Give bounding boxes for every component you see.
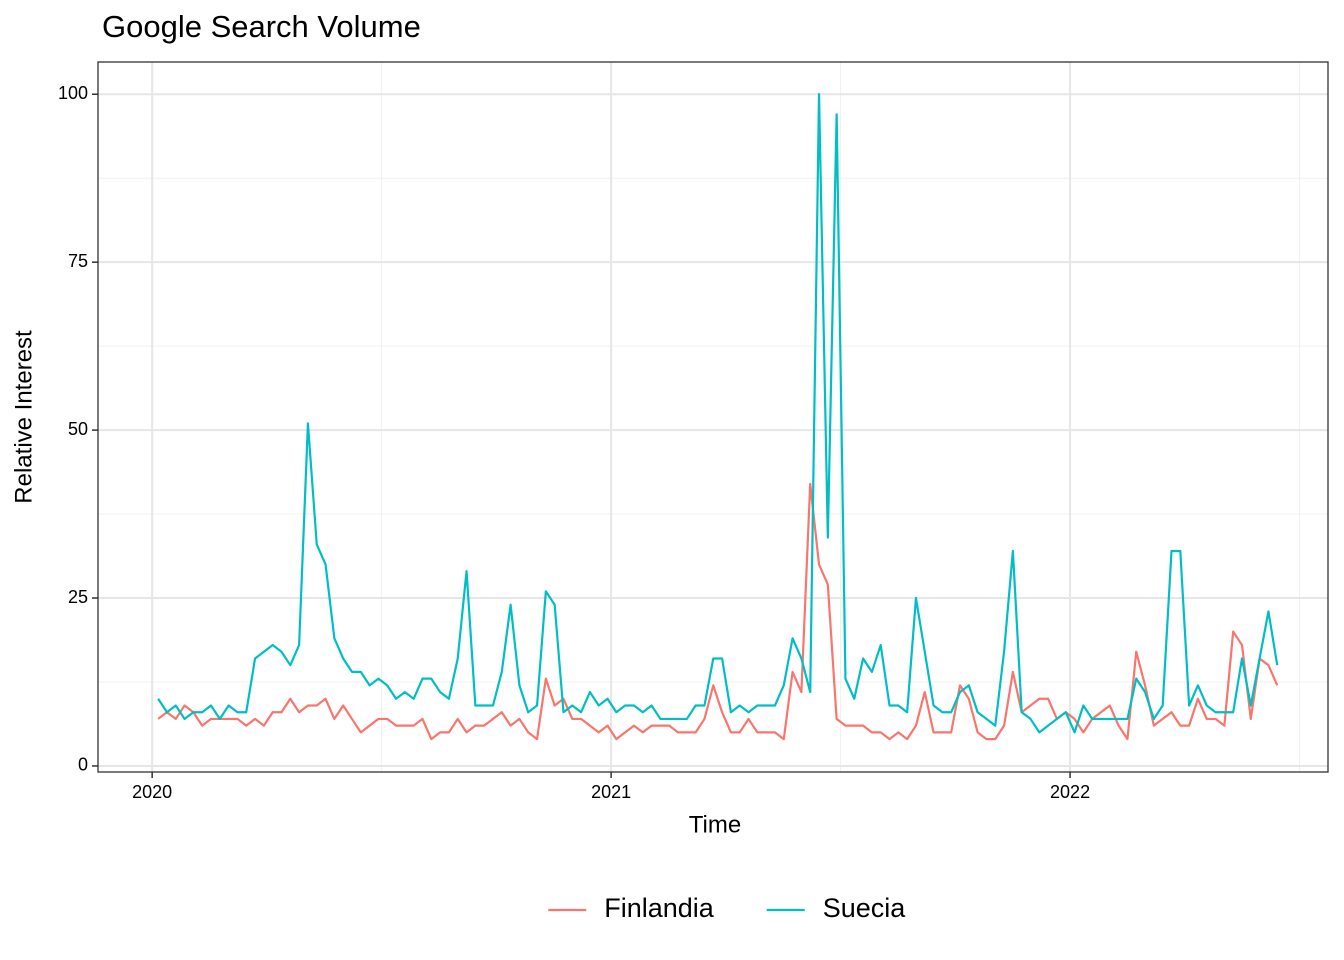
chart-title: Google Search Volume [102,9,421,44]
y-axis-label: Relative Interest [10,330,37,504]
series-line [157,482,1279,741]
x-tick-label: 2021 [591,782,631,802]
x-axis-label: Time [689,811,741,838]
y-tick-label: 75 [68,251,88,271]
y-tick-label: 100 [58,83,88,103]
series-line [157,93,1279,734]
x-tick-label: 2020 [132,782,172,802]
y-tick-label: 25 [68,587,88,607]
legend-label: Suecia [823,893,907,923]
y-tick-label: 50 [68,419,88,439]
legend-label: Finlandia [604,893,715,923]
panel-border [97,61,1329,773]
y-tick-label: 0 [78,755,88,775]
x-tick-label: 2022 [1050,782,1090,802]
